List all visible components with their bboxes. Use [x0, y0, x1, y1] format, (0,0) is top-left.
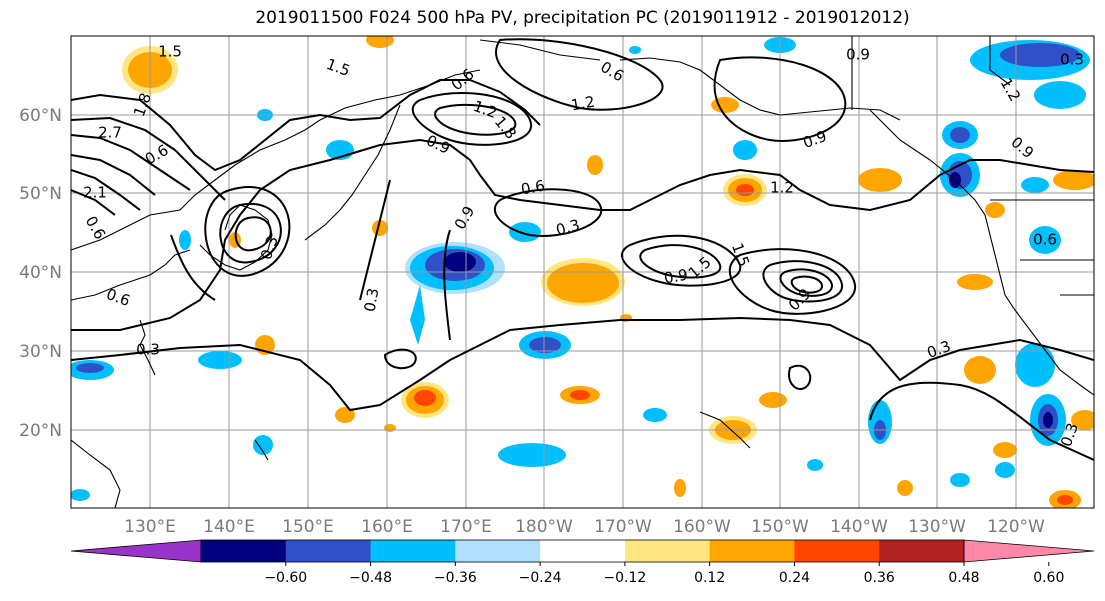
contour-label: 1.2: [471, 97, 500, 122]
contour-label: 0.6: [520, 177, 547, 199]
colorbar: −0.60 −0.48 −0.36 −0.24 −0.12 0.12 0.24 0.36 0.4…: [70, 539, 1095, 586]
contour-label: 1.8: [491, 113, 520, 143]
colorbar-tick-label: 0.60: [1033, 570, 1064, 586]
colorbar-tick-label: −0.24: [519, 570, 562, 586]
colorbar-tick-label: 0.24: [779, 570, 810, 586]
lon-label: 180°W: [515, 517, 573, 537]
colorbar-bin: [540, 540, 626, 562]
colorbar-bin: [624, 540, 711, 562]
map-title: 2019011500 F024 500 hPa PV, precipitatio…: [255, 8, 910, 28]
colorbar-tick-label: −0.12: [603, 570, 646, 586]
lon-label: 120°W: [987, 517, 1045, 537]
colorbar-bin: [879, 540, 965, 562]
precip-positive-blob: [560, 386, 600, 404]
lon-label: 140°W: [830, 517, 888, 537]
longitude-labels: 130°E 140°E 150°E 160°E 170°E 180°W 170°W 160°W…: [124, 517, 1045, 537]
contour-label: 2.1: [83, 184, 107, 202]
contour-label: 0.6: [104, 285, 133, 310]
lon-label: 130°E: [124, 517, 176, 537]
contour-label: 0.3: [136, 341, 160, 359]
colorbar-bin: [370, 540, 456, 562]
colorbar-tick-label: −0.60: [264, 570, 307, 586]
colorbar-extend-low: [70, 539, 202, 563]
lat-label: 40°N: [19, 263, 62, 283]
colorbar-tick-label: −0.48: [349, 570, 392, 586]
precip-positive-blob: [401, 382, 449, 418]
contour-label: 0.6: [1033, 231, 1057, 249]
contour-label: 0.9: [424, 131, 453, 157]
contour-label: 0.3: [1060, 51, 1084, 69]
lat-label: 60°N: [19, 106, 62, 126]
lon-label: 170°E: [440, 517, 492, 537]
contour-label: 0.9: [846, 46, 870, 64]
lon-label: 140°E: [203, 517, 255, 537]
lon-label: 130°W: [908, 517, 966, 537]
contour-label: 0.3: [554, 216, 582, 240]
colorbar-bin: [709, 540, 795, 562]
colorbar-tick-label: 0.36: [864, 570, 895, 586]
lat-label: 30°N: [19, 342, 62, 362]
colorbar-bin: [794, 540, 880, 562]
contour-label: 0.6: [82, 213, 110, 243]
contour-label: 0.3: [925, 337, 954, 362]
contour-label: 0.9: [663, 266, 690, 288]
lon-label: 160°W: [673, 517, 731, 537]
lon-label: 160°E: [361, 517, 413, 537]
colorbar-bin: [455, 540, 541, 562]
precipitation-field: [71, 36, 1094, 508]
pv-contours: [71, 38, 1094, 461]
lat-label: 20°N: [19, 421, 62, 441]
lon-label: 150°E: [282, 517, 334, 537]
colorbar-bin: [201, 540, 287, 562]
contour-label: 0.9: [451, 203, 479, 233]
colorbar-tick-label: 0.12: [694, 570, 725, 586]
lat-label: 50°N: [19, 184, 62, 204]
contour-label: 0.6: [448, 65, 478, 94]
colorbar-tick-label: −0.36: [434, 570, 477, 586]
colorbar-extend-high: [963, 539, 1095, 563]
lon-label: 150°W: [751, 517, 809, 537]
precip-positive-blob: [723, 174, 767, 206]
precip-positive-blob: [541, 258, 625, 306]
colorbar-tick-label: 0.48: [948, 570, 979, 586]
lon-label: 170°W: [594, 517, 652, 537]
colorbar-bin: [285, 540, 372, 562]
contour-label: 2.7: [98, 124, 122, 142]
precip-negative-blob: [405, 242, 505, 345]
contour-label: 0.9: [1007, 133, 1037, 162]
contour-label: 1.2: [770, 179, 794, 197]
contour-label: 0.3: [361, 287, 383, 314]
latitude-labels: 60°N 50°N 40°N 30°N 20°N: [19, 106, 62, 441]
coastlines: [71, 36, 1094, 508]
colorbar-outline: [200, 539, 965, 563]
contour-label: 1.2: [570, 93, 597, 115]
contour-label: 1.5: [324, 55, 353, 80]
map-frame: [70, 35, 1095, 509]
graticule: [71, 36, 1094, 508]
contour-label: 1.5: [158, 43, 182, 61]
